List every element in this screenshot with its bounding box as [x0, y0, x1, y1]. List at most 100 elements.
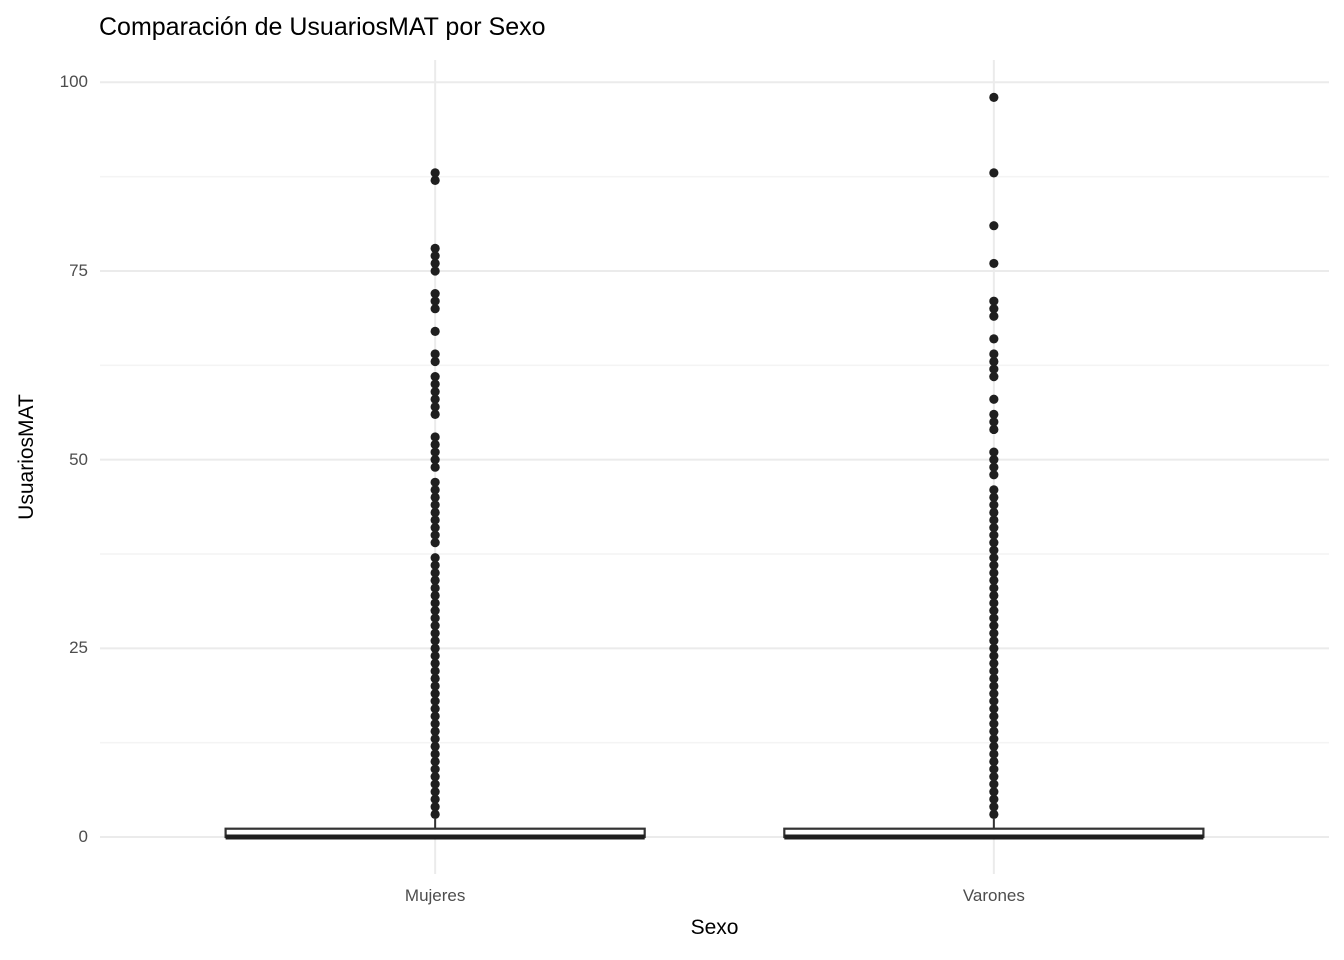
outlier-point: [989, 311, 999, 321]
outlier-point: [989, 394, 999, 404]
outlier-point: [430, 621, 440, 631]
outlier-point: [430, 477, 440, 487]
outlier-point: [989, 779, 999, 789]
y-tick-label: 0: [78, 827, 88, 846]
outlier-point: [989, 666, 999, 676]
outlier-point: [430, 779, 440, 789]
outlier-point: [430, 689, 440, 699]
outlier-point: [989, 636, 999, 646]
y-tick-label: 75: [69, 260, 88, 280]
outlier-point: [989, 741, 999, 752]
outlier-point: [989, 689, 999, 699]
outlier-point: [430, 349, 440, 359]
outlier-point: [989, 764, 999, 774]
outlier-point: [430, 741, 440, 752]
outlier-point: [430, 681, 440, 691]
outlier-point: [430, 809, 440, 819]
outlier-point: [430, 643, 440, 653]
outlier-point: [989, 628, 999, 638]
outlier-point: [430, 326, 440, 336]
outlier-point: [430, 394, 440, 404]
x-tick-label: Mujeres: [404, 886, 466, 905]
outlier-point: [989, 372, 999, 382]
y-tick-label: 25: [69, 638, 88, 658]
outlier-point: [989, 643, 999, 653]
outlier-point: [989, 749, 999, 759]
outlier-point: [430, 628, 440, 638]
outlier-point: [430, 749, 440, 759]
outlier-point: [430, 636, 440, 646]
outlier-point: [430, 560, 440, 570]
outlier-point: [430, 590, 440, 601]
outlier-point: [989, 613, 999, 623]
outlier-point: [989, 802, 999, 812]
outlier-point: [989, 605, 999, 616]
outlier-point: [989, 221, 999, 231]
x-tick-label: Varones: [962, 886, 1025, 905]
outlier-point: [989, 560, 999, 570]
outlier-point: [989, 704, 999, 714]
outlier-point: [430, 515, 440, 525]
outlier-point: [989, 349, 999, 359]
outlier-point: [989, 258, 999, 269]
outlier-point: [430, 802, 440, 812]
outlier-point: [989, 530, 999, 540]
outlier-point: [989, 507, 999, 518]
outlier-point: [989, 794, 999, 804]
outlier-point: [989, 455, 999, 465]
outlier-point: [989, 92, 999, 102]
outlier-point: [989, 583, 999, 593]
outlier-point: [430, 704, 440, 714]
outlier-point: [430, 447, 440, 457]
outlier-point: [430, 673, 440, 684]
outlier-point: [989, 734, 999, 744]
outlier-point: [989, 492, 999, 502]
outlier-point: [989, 409, 999, 419]
outlier-point: [989, 651, 999, 661]
outlier-point: [989, 809, 999, 819]
outlier-point: [430, 492, 440, 502]
outlier-point: [989, 598, 999, 608]
outlier-point: [989, 681, 999, 691]
outlier-point: [430, 258, 440, 269]
outlier-point: [430, 175, 440, 186]
outlier-point: [430, 598, 440, 608]
outlier-point: [989, 364, 999, 374]
outlier-point: [430, 356, 440, 367]
outlier-point: [430, 387, 440, 397]
outlier-point: [989, 673, 999, 684]
outlier-point: [430, 402, 440, 412]
outlier-point: [430, 379, 440, 389]
outlier-point: [989, 726, 999, 736]
outlier-point: [989, 462, 999, 472]
outlier-point: [430, 168, 440, 178]
outlier-point: [989, 696, 999, 706]
outlier-point: [989, 590, 999, 601]
outlier-point: [430, 439, 440, 450]
outlier-point: [989, 296, 999, 306]
outlier-point: [989, 568, 999, 578]
outlier-point: [430, 530, 440, 540]
outlier-point: [430, 522, 440, 533]
x-axis-title: Sexo: [690, 916, 739, 939]
outlier-point: [430, 304, 440, 314]
outlier-point: [430, 583, 440, 593]
outlier-point: [989, 772, 999, 782]
outlier-point: [989, 304, 999, 314]
outlier-point: [430, 432, 440, 442]
outlier-point: [430, 772, 440, 782]
outlier-point: [430, 243, 440, 253]
outlier-point: [989, 711, 999, 721]
outlier-point: [989, 424, 999, 435]
outlier-point: [430, 568, 440, 578]
outlier-point: [430, 605, 440, 616]
outlier-point: [989, 719, 999, 729]
outlier-point: [430, 764, 440, 774]
outlier-point: [430, 613, 440, 623]
outlier-point: [430, 500, 440, 510]
outlier-point: [430, 485, 440, 495]
outlier-point: [430, 507, 440, 518]
outlier-point: [430, 658, 440, 669]
